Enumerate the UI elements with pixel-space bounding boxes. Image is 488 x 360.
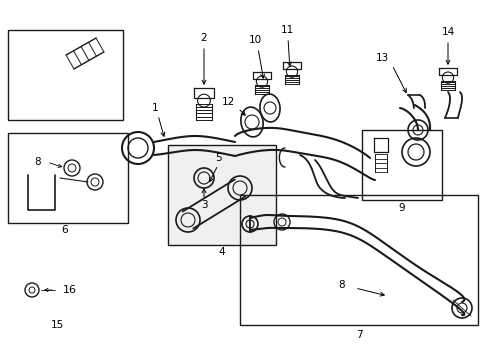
Text: 10: 10 (248, 35, 261, 45)
Bar (361, 130, 441, 200)
Text: 8: 8 (35, 157, 41, 167)
Bar (240, 195, 477, 325)
Text: 3: 3 (200, 200, 207, 210)
Text: 15: 15 (50, 320, 63, 330)
Bar (8, 133, 128, 223)
Text: 8: 8 (338, 280, 345, 290)
Text: 14: 14 (441, 27, 454, 37)
Text: 1: 1 (151, 103, 158, 113)
Text: 16: 16 (63, 285, 77, 295)
Bar (8, 30, 123, 120)
Text: 9: 9 (398, 203, 405, 213)
Text: 7: 7 (355, 330, 362, 340)
Text: 6: 6 (61, 225, 68, 235)
Text: 12: 12 (221, 97, 234, 107)
Text: 13: 13 (375, 53, 388, 63)
Text: 2: 2 (200, 33, 207, 43)
Text: 11: 11 (280, 25, 293, 35)
Bar (168, 145, 275, 245)
Text: 5: 5 (214, 153, 221, 163)
Text: 4: 4 (218, 247, 225, 257)
